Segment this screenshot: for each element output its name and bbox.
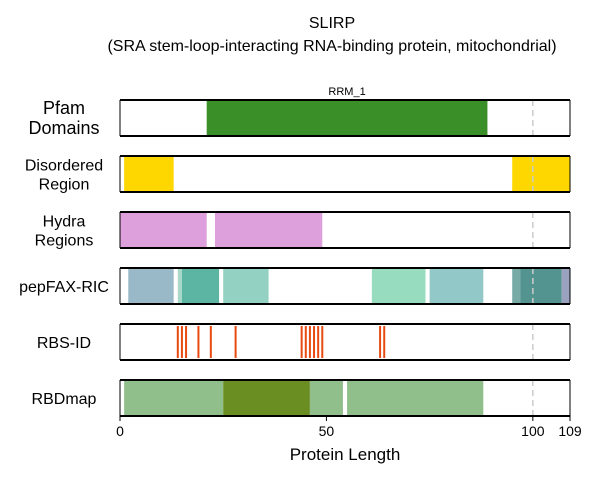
track-segment xyxy=(223,380,310,416)
track-segment xyxy=(181,268,220,304)
track-background xyxy=(120,324,570,360)
track-segment xyxy=(512,156,570,192)
track-segment xyxy=(214,212,323,248)
track-pepfax: pepFAX-RIC xyxy=(19,267,571,305)
track-segment xyxy=(177,268,182,304)
track-segment xyxy=(120,212,207,248)
track-label: Pfam xyxy=(43,98,85,118)
track-disorder: Disordered Region xyxy=(25,155,571,194)
domain-label: RRM_1 xyxy=(328,86,365,98)
track-label: pepFAX-RIC xyxy=(19,279,109,296)
track-segment xyxy=(128,268,174,304)
track-label: Domains xyxy=(28,118,99,138)
chart-title: SLIRP xyxy=(309,15,355,32)
x-axis: 0 50 100 109 xyxy=(116,416,582,439)
track-label: RBS-ID xyxy=(37,335,91,352)
track-rbsid: RBS-ID xyxy=(37,323,571,361)
track-segment xyxy=(512,268,521,304)
track-label: Regions xyxy=(35,233,94,250)
track-segment xyxy=(309,380,343,416)
track-segment xyxy=(520,268,562,304)
track-label: RBDmap xyxy=(32,391,97,408)
track-hydra: Hydra Regions xyxy=(35,211,571,250)
x-axis-label: Protein Length xyxy=(290,445,401,464)
track-segment xyxy=(561,268,570,304)
track-rbdmap: RBDmap xyxy=(32,379,571,417)
x-tick-label: 50 xyxy=(319,423,335,439)
track-segment xyxy=(371,268,426,304)
track-segment xyxy=(429,268,484,304)
x-tick-label: 100 xyxy=(521,423,545,439)
track-background xyxy=(120,156,570,192)
x-tick-label: 0 xyxy=(116,423,124,439)
track-segment xyxy=(124,380,224,416)
track-label: Disordered xyxy=(25,158,103,175)
track-label: Hydra xyxy=(43,214,86,231)
track-segment xyxy=(223,268,269,304)
track-segment xyxy=(347,380,484,416)
track-segment xyxy=(124,156,174,192)
track-segment xyxy=(206,100,488,136)
chart-subtitle: (SRA stem-loop-interacting RNA-binding p… xyxy=(107,38,556,55)
track-label: Region xyxy=(39,177,90,194)
x-tick-label: 109 xyxy=(558,423,582,439)
